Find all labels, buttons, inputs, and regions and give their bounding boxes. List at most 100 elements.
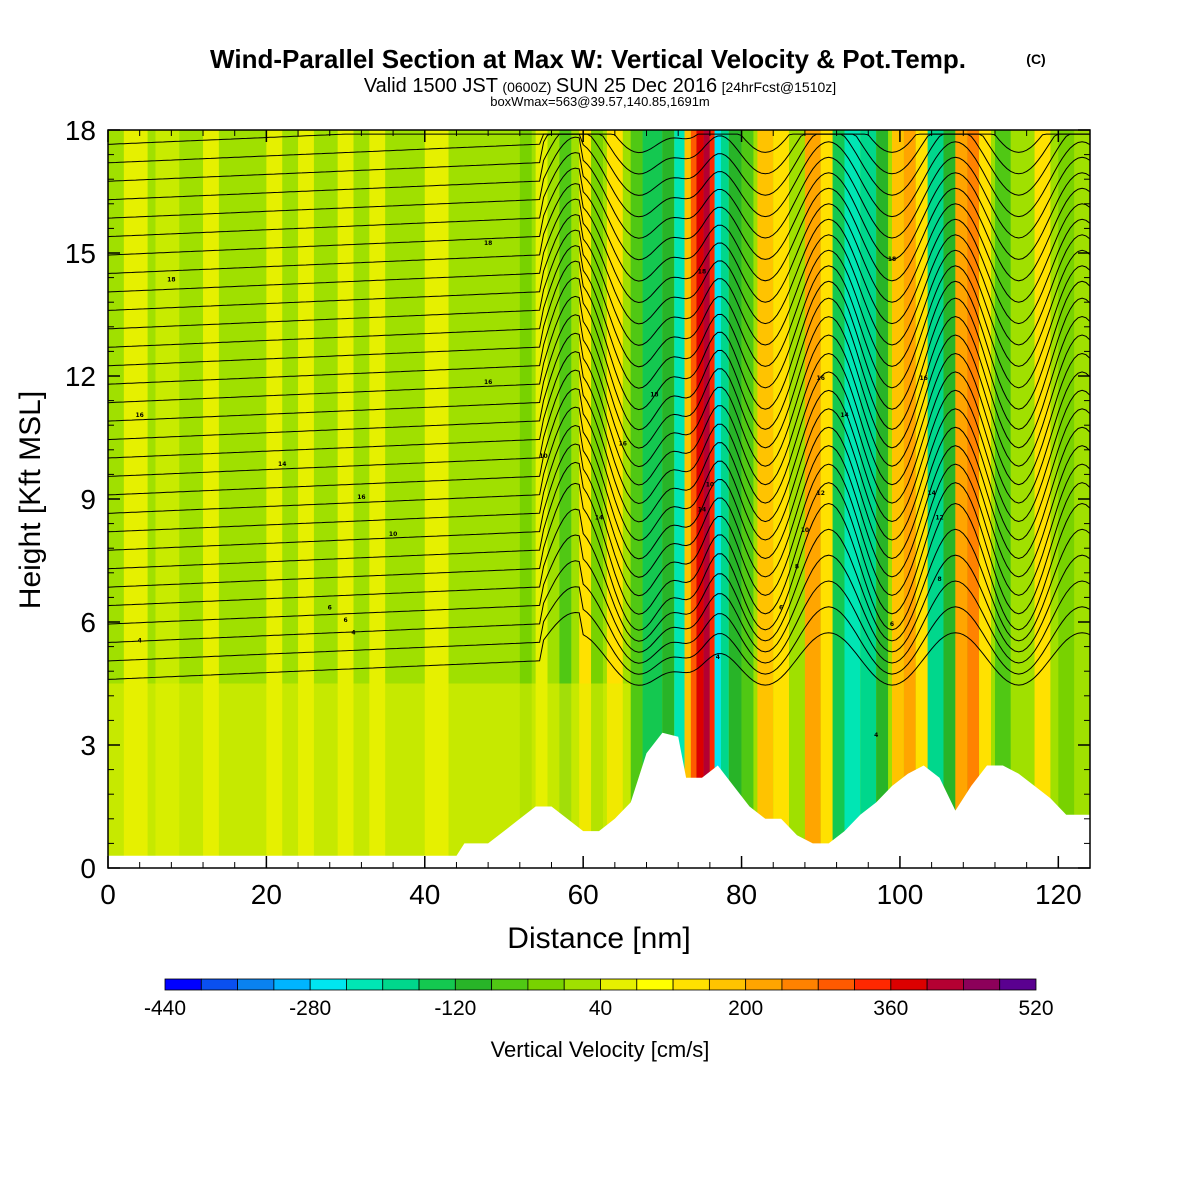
colorbar-tick-label: -440 xyxy=(144,997,186,1020)
plot-area: 4664141610161818161014161818141041614121… xyxy=(108,130,1090,868)
velocity-band xyxy=(820,130,833,868)
colorbar-tick-label: 40 xyxy=(589,997,612,1020)
colorbar-swatch xyxy=(890,978,928,991)
colorbar-swatch xyxy=(382,978,420,991)
theta-contour-label: 18 xyxy=(167,277,175,284)
colorbar-swatch xyxy=(273,978,311,991)
chart-subtitle: Valid 1500 JST (0600Z) SUN 25 Dec 2016 [… xyxy=(364,75,836,97)
colorbar-swatch xyxy=(854,978,892,991)
velocity-band xyxy=(690,130,697,868)
theta-contour-label: 10 xyxy=(706,482,714,489)
theta-contour-line xyxy=(108,388,1090,541)
velocity-band xyxy=(535,130,548,868)
theta-contour-labels: 4664141610161818161014161818141041614121… xyxy=(135,240,943,739)
velocity-band xyxy=(757,130,774,868)
theta-contour-label: 8 xyxy=(937,576,941,583)
x-tick-label: 60 xyxy=(568,879,599,910)
theta-contour-line xyxy=(108,198,1090,325)
velocity-band xyxy=(720,130,729,868)
x-tick-label: 40 xyxy=(409,879,440,910)
chart-title: Wind-Parallel Section at Max W: Vertical… xyxy=(210,44,966,74)
theta-contour-line xyxy=(108,611,1090,686)
velocity-band xyxy=(559,130,572,868)
y-tick-label: 3 xyxy=(80,730,96,761)
y-tick-label: 9 xyxy=(80,484,96,515)
colorbar-swatch xyxy=(708,978,747,991)
y-tick-label: 18 xyxy=(65,115,96,146)
theta-contour-label: 18 xyxy=(698,269,706,276)
theta-contour-label: 4 xyxy=(351,629,355,636)
velocity-band xyxy=(674,130,685,868)
terrain-mask xyxy=(108,732,1090,868)
theta-contour-line xyxy=(108,133,1090,196)
chart-subtitle-box: boxWmax=563@39.57,140.85,1691m xyxy=(490,94,710,109)
theta-contour-line xyxy=(108,560,1090,664)
theta-contour-label: 4 xyxy=(138,638,142,645)
colorbar-swatch xyxy=(237,978,275,991)
velocity-band xyxy=(714,130,721,868)
theta-contour-label: 16 xyxy=(817,375,825,382)
colorbar-swatch xyxy=(563,978,601,991)
theta-contour-label: 18 xyxy=(888,256,896,263)
theta-contour-line xyxy=(108,295,1090,449)
chart-title-mark: (C) xyxy=(1026,51,1045,67)
x-tick-label: 80 xyxy=(726,879,757,910)
colorbar: -440 -280 -120 40 200 360 520 xyxy=(144,978,1054,1020)
y-axis-label: Height [Kft MSL] xyxy=(14,391,47,609)
theta-contour-label: 14 xyxy=(595,515,603,522)
theta-contour-line xyxy=(108,133,1090,218)
theta-contour-line xyxy=(108,277,1090,431)
colorbar-swatch xyxy=(491,978,529,991)
theta-contour-line xyxy=(108,133,1090,154)
theta-contour-line xyxy=(108,508,1090,642)
theta-contour-line xyxy=(108,351,1090,505)
theta-contour-line xyxy=(108,406,1090,560)
colorbar-tick-label: -120 xyxy=(434,997,476,1020)
colorbar-swatch xyxy=(600,978,638,991)
theta-contour-label: 14 xyxy=(927,490,935,497)
y-tick-label: 15 xyxy=(65,238,96,269)
theta-contour-line xyxy=(108,183,1090,304)
x-tick-label: 100 xyxy=(877,879,924,910)
theta-contour-label: 6 xyxy=(890,621,894,628)
velocity-band xyxy=(892,130,904,868)
velocity-band xyxy=(728,130,742,868)
theta-contour-label: 14 xyxy=(698,506,706,513)
theta-contour-line xyxy=(108,214,1090,346)
colorbar-tick-label: -280 xyxy=(289,997,331,1020)
velocity-band xyxy=(630,130,643,868)
colorbar-tick-label: 360 xyxy=(873,997,908,1020)
velocity-band xyxy=(943,130,956,868)
x-tick-label: 0 xyxy=(100,879,116,910)
velocity-band xyxy=(994,130,1011,868)
theta-contour-line xyxy=(108,482,1090,631)
theta-contour-line xyxy=(108,260,1090,411)
velocity-band xyxy=(519,130,532,868)
theta-contour-label: 18 xyxy=(650,392,658,399)
theta-contour-label: 16 xyxy=(619,441,627,448)
colorbar-swatch xyxy=(817,978,855,991)
theta-contour-label: 16 xyxy=(357,494,365,501)
theta-contour-line xyxy=(108,229,1090,368)
x-tick-label: 20 xyxy=(251,879,282,910)
colorbar-swatch xyxy=(164,978,202,991)
theta-contour-label: 6 xyxy=(328,605,332,612)
y-axis: 0 3 6 9 12 15 18 xyxy=(65,115,1090,884)
theta-contour-label: 10 xyxy=(539,453,547,460)
theta-contour-line xyxy=(108,461,1090,615)
colorbar-swatch xyxy=(636,978,674,991)
theta-contour-line xyxy=(108,534,1090,653)
theta-contour-label: 6 xyxy=(779,605,783,612)
velocity-band xyxy=(709,130,715,868)
velocity-band xyxy=(804,130,821,868)
theta-contour-line xyxy=(108,424,1090,578)
colorbar-swatch xyxy=(527,978,565,991)
velocity-band xyxy=(903,130,916,868)
colorbar-swatch xyxy=(672,978,710,991)
x-axis-label: Distance [nm] xyxy=(507,922,690,955)
theta-contour-line xyxy=(108,136,1090,239)
theta-contours xyxy=(108,133,1090,686)
theta-contour-label: 10 xyxy=(389,531,397,538)
theta-contour-line xyxy=(108,443,1090,597)
y-tick-label: 0 xyxy=(80,853,96,884)
